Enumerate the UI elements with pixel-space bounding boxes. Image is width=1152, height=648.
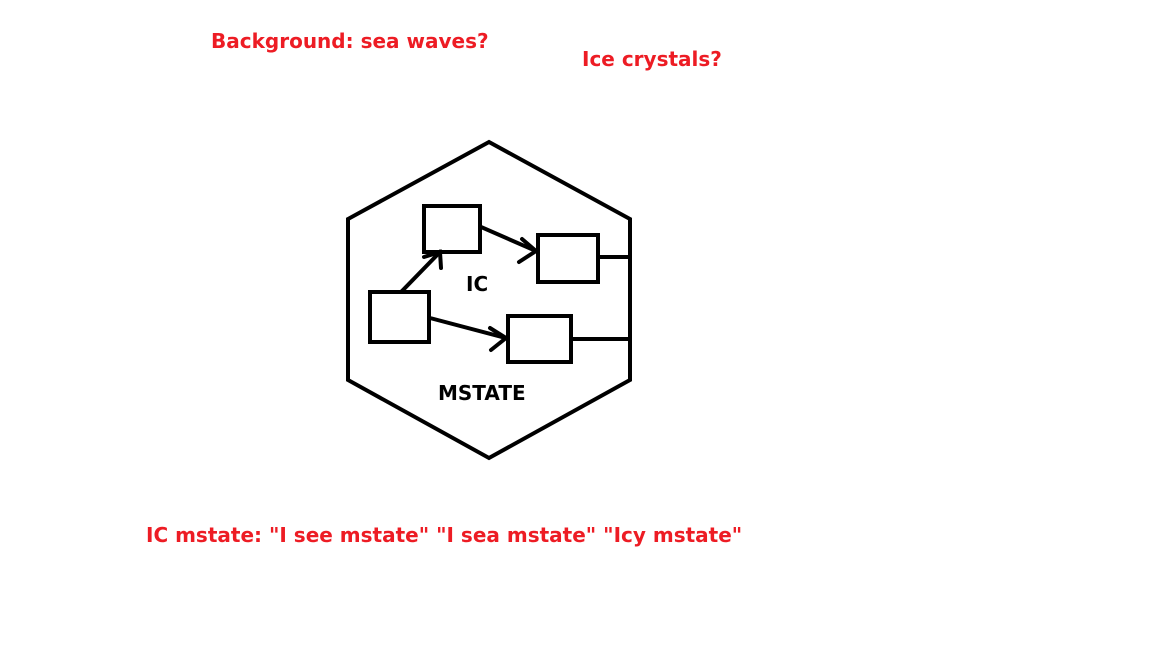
box-top-right xyxy=(536,233,600,284)
arrow-bottom-left-to-top-left xyxy=(400,249,443,293)
arrow-bottom-left-to-bottom-right xyxy=(427,315,510,352)
box-bottom-right xyxy=(506,314,573,364)
hexagon-outline xyxy=(346,139,632,461)
note-name-ideas: IC mstate: "I see mstate" "I sea mstate"… xyxy=(146,523,743,547)
label-mstate: MSTATE xyxy=(438,381,526,405)
note-background-idea: Background: sea waves? xyxy=(211,29,489,53)
arrow-top-left-to-top-right xyxy=(478,224,540,264)
box-bottom-left xyxy=(368,290,431,344)
note-ice-crystals-idea: Ice crystals? xyxy=(582,47,722,71)
box-top-left xyxy=(422,204,482,254)
label-ic: IC xyxy=(466,272,488,296)
